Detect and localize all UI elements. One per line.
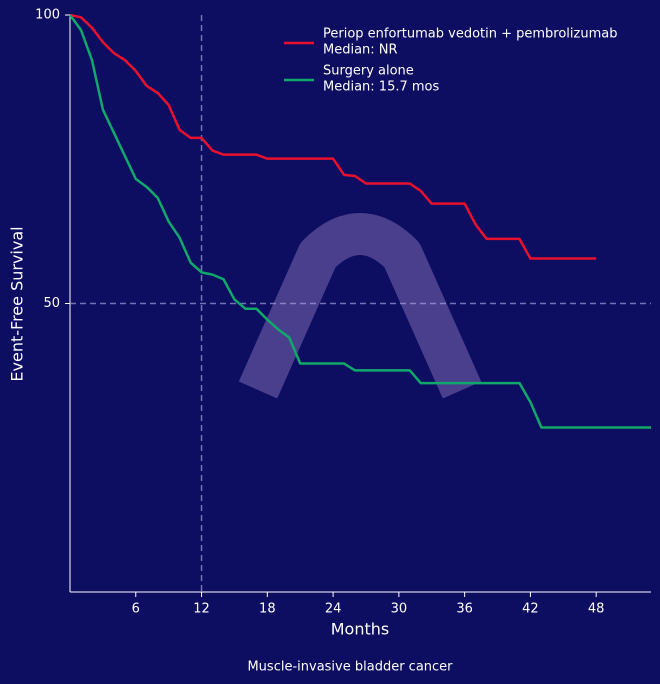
legend-median: Median: NR	[323, 43, 398, 58]
x-tick-label: 30	[391, 602, 408, 617]
x-tick-label: 42	[522, 602, 539, 617]
y-tick-label: 50	[43, 296, 60, 311]
legend-label: Periop enfortumab vedotin + pembrolizuma…	[323, 27, 617, 42]
x-tick-label: 6	[132, 602, 140, 617]
watermark	[238, 213, 482, 399]
x-tick-label: 12	[193, 602, 210, 617]
survival-line	[68, 14, 651, 429]
legend-label: Surgery alone	[323, 64, 414, 79]
subtitle: Muscle-invasive bladder cancer	[247, 660, 453, 675]
x-tick-label: 18	[259, 602, 276, 617]
x-axis-label: Months	[331, 620, 389, 639]
survival-line	[69, 13, 597, 260]
x-tick-label: 36	[456, 602, 473, 617]
y-tick-label: 100	[35, 8, 60, 23]
x-tick-label: 24	[325, 602, 342, 617]
x-tick-label: 48	[588, 602, 605, 617]
legend-median: Median: 15.7 mos	[323, 80, 439, 95]
y-axis-label: Event-Free Survival	[8, 226, 27, 381]
